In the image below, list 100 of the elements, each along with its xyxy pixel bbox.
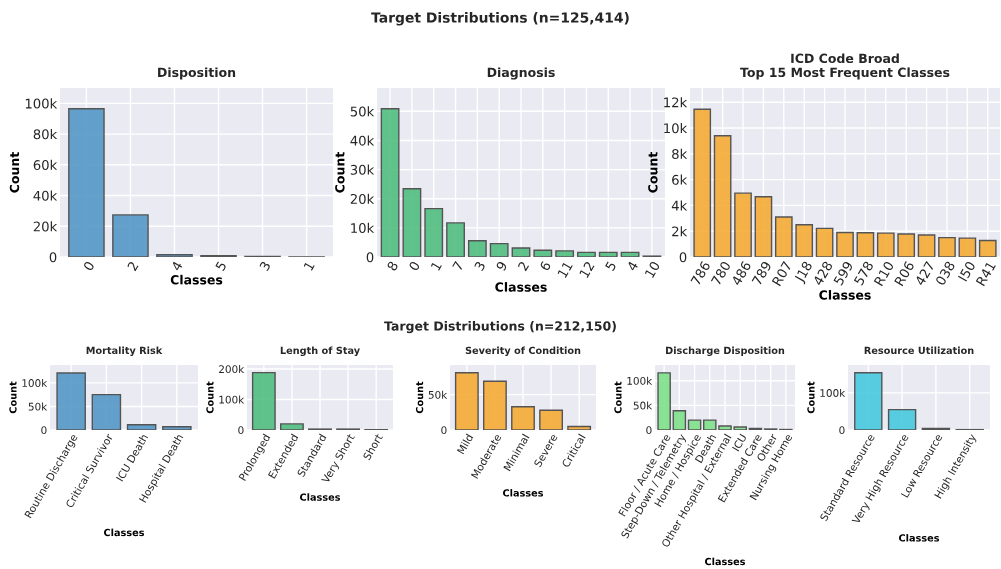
x-axis-title: Classes xyxy=(898,534,940,542)
bar xyxy=(126,424,157,430)
bar xyxy=(539,409,564,430)
bar xyxy=(511,247,531,257)
bar xyxy=(489,242,509,257)
x-tick-label: 6 xyxy=(539,260,552,272)
bar xyxy=(555,250,575,257)
x-tick-label: 8 xyxy=(386,260,399,272)
bar xyxy=(56,372,86,430)
x-tick-label: 1 xyxy=(303,261,315,271)
bar xyxy=(279,423,304,430)
bar xyxy=(657,372,671,430)
x-tick-label: 11 xyxy=(557,261,573,279)
x-tick-label: 780 xyxy=(710,260,732,286)
x-tick-label: I50 xyxy=(957,260,976,282)
x-axis-title: Classes xyxy=(704,557,746,566)
bar xyxy=(687,419,702,430)
bar xyxy=(620,251,640,257)
x-tick-label: 5 xyxy=(215,260,227,272)
bar xyxy=(511,405,535,430)
y-tick-label: 10k xyxy=(351,222,375,234)
bar xyxy=(897,233,916,257)
y-tick-label: 40k xyxy=(33,190,58,201)
y-tick-label: 20k xyxy=(33,221,58,232)
bar xyxy=(734,192,752,257)
x-axis-title: Classes xyxy=(103,528,145,537)
bar xyxy=(795,224,814,257)
chart-title: Discharge Disposition xyxy=(666,346,785,356)
y-tick-label: 50k xyxy=(350,106,375,117)
y-axis-title: Count xyxy=(9,381,17,414)
bar xyxy=(533,249,553,257)
bar xyxy=(693,108,712,257)
y-axis-title: Count xyxy=(648,152,658,193)
bar xyxy=(424,207,444,257)
chart-title: Resource Utilization xyxy=(864,346,974,355)
y-tick-label: 80k xyxy=(33,129,58,140)
bar xyxy=(380,107,400,257)
bar xyxy=(938,236,956,257)
y-tick-label: 6k xyxy=(672,174,688,185)
bar xyxy=(856,232,875,257)
bar xyxy=(68,108,105,257)
text: Target Distributions (n=125,414) xyxy=(371,12,629,26)
bar xyxy=(482,380,507,430)
x-tick-label: 7 xyxy=(452,260,464,272)
bar xyxy=(577,251,596,257)
x-axis-title: Classes xyxy=(502,489,544,497)
x-tick-label: 12 xyxy=(578,261,595,279)
bar xyxy=(112,214,149,257)
bar xyxy=(402,188,422,257)
x-tick-label: 0 xyxy=(408,260,421,272)
y-tick-label: 100k xyxy=(25,98,58,109)
bar xyxy=(91,393,122,430)
chart-title: Diagnosis xyxy=(487,67,555,80)
x-tick-label: 10 xyxy=(644,260,661,279)
bar xyxy=(713,135,732,257)
y-tick-label: 200k xyxy=(219,365,245,374)
y-tick-label: 0 xyxy=(49,252,57,263)
y-tick-label: 8k xyxy=(672,148,688,159)
text: Target Distributions (n=212,150) xyxy=(384,321,616,334)
y-axis-title: Count xyxy=(614,381,622,414)
x-axis-title: Classes xyxy=(299,493,341,501)
x-tick-label: 3 xyxy=(259,260,271,272)
y-tick-label: 60k xyxy=(33,159,58,171)
bar xyxy=(156,254,193,257)
x-tick-label: 2 xyxy=(517,261,530,272)
y-tick-label: 100k xyxy=(627,376,653,385)
y-tick-label: 100k xyxy=(22,378,48,387)
y-tick-label: 50k xyxy=(28,402,48,411)
y-tick-label: 40k xyxy=(350,135,375,146)
y-tick-label: 0 xyxy=(646,426,652,435)
chart-title: Mortality Risk xyxy=(86,346,163,356)
x-tick-label: 2 xyxy=(126,261,139,272)
bar xyxy=(672,410,687,430)
bar xyxy=(774,216,793,257)
y-tick-label: 100k xyxy=(219,395,245,404)
chart-title: Severity of Condition xyxy=(465,346,581,356)
y-tick-label: 4k xyxy=(671,200,688,211)
y-tick-label: 50k xyxy=(428,390,448,399)
y-axis-title: Count xyxy=(807,381,815,414)
bar xyxy=(598,251,618,257)
y-tick-label: 30k xyxy=(350,164,375,175)
x-axis-title: Classes xyxy=(170,274,223,285)
x-tick-label: 0 xyxy=(82,260,95,272)
x-tick-label: 1 xyxy=(430,261,442,271)
y-axis-title: Count xyxy=(9,152,20,193)
x-axis-title: Classes xyxy=(819,290,871,300)
bar xyxy=(917,234,936,257)
chart-title: Disposition xyxy=(158,67,236,80)
chart-title: Length of Stay xyxy=(280,346,360,356)
bar xyxy=(876,232,895,257)
y-axis-title: Count xyxy=(335,152,345,193)
bar xyxy=(887,408,917,430)
y-tick-label: 12k xyxy=(664,97,688,108)
bar xyxy=(978,239,997,257)
y-axis-title: Count xyxy=(415,381,424,414)
bar xyxy=(567,425,592,430)
bar xyxy=(251,371,276,430)
y-tick-label: 0 xyxy=(679,252,687,263)
y-tick-label: 20k xyxy=(350,193,375,204)
bar xyxy=(836,231,854,257)
